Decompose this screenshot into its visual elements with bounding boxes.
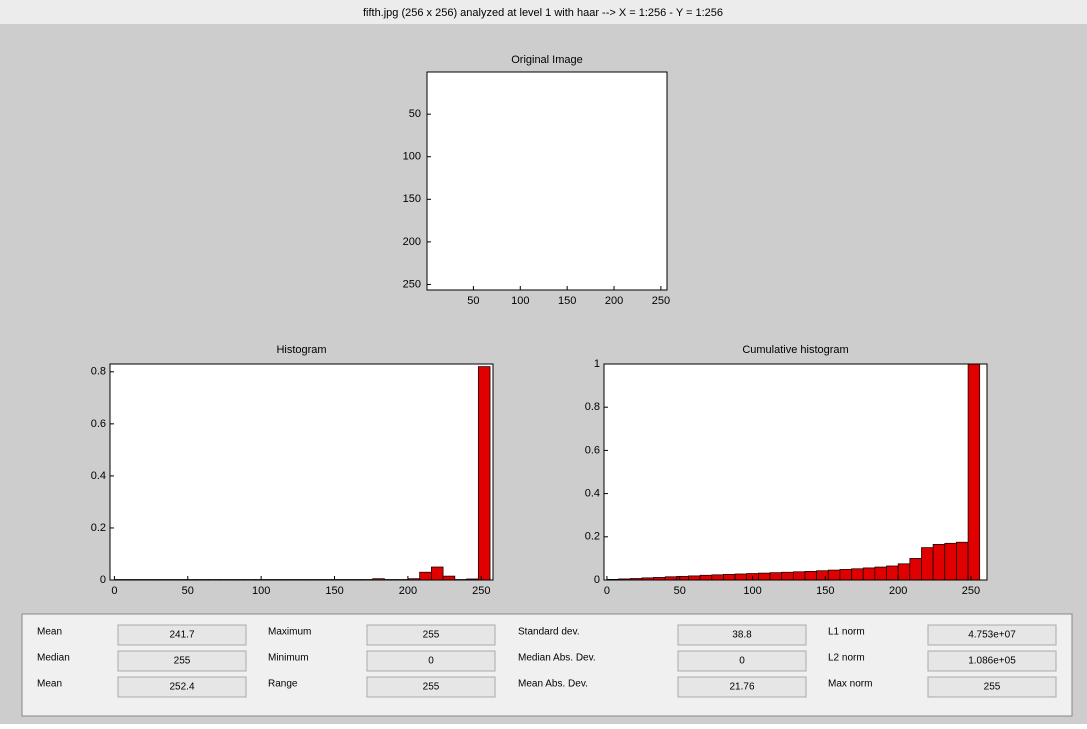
x-tick-label: 50 — [467, 295, 479, 307]
window-title: fifth.jpg (256 x 256) analyzed at level … — [363, 7, 723, 19]
x-tick-label: 100 — [252, 585, 270, 597]
bar — [431, 567, 443, 580]
y-tick-label: 0.8 — [585, 401, 600, 413]
stat-label: Mean — [37, 679, 62, 690]
x-tick-label: 100 — [511, 295, 529, 307]
bar — [420, 572, 432, 580]
y-tick-label: 0.8 — [91, 366, 106, 378]
stat-label: Standard dev. — [518, 627, 580, 638]
x-tick-label: 150 — [558, 295, 576, 307]
bar — [723, 574, 735, 580]
y-tick-label: 150 — [403, 193, 421, 205]
y-tick-label: 0.4 — [585, 488, 600, 500]
y-tick-label: 0 — [100, 574, 106, 586]
y-tick-label: 200 — [403, 236, 421, 248]
stat-value: 38.8 — [732, 630, 752, 641]
x-tick-label: 0 — [604, 585, 610, 597]
bar — [758, 573, 770, 580]
bar — [443, 576, 455, 580]
stat-value: 255 — [423, 682, 440, 693]
x-tick-label: 200 — [889, 585, 907, 597]
x-tick-label: 250 — [472, 585, 490, 597]
image-title: Original Image — [511, 54, 583, 66]
x-tick-label: 50 — [182, 585, 194, 597]
chart-title: Histogram — [276, 344, 326, 356]
stat-label: Mean — [37, 627, 62, 638]
x-tick-label: 200 — [605, 295, 623, 307]
stat-value: 0 — [428, 656, 434, 667]
y-tick-label: 1 — [594, 358, 600, 370]
stat-label: Median Abs. Dev. — [518, 653, 596, 664]
x-tick-label: 100 — [743, 585, 761, 597]
stat-label: Maximum — [268, 627, 311, 638]
bar — [688, 576, 700, 580]
stat-label: L1 norm — [828, 627, 865, 638]
bar — [945, 543, 957, 580]
stat-value: 255 — [174, 656, 191, 667]
bar — [887, 566, 899, 580]
y-tick-label: 0.2 — [585, 531, 600, 543]
bar — [840, 569, 852, 580]
stat-value: 255 — [984, 682, 1001, 693]
chart-title: Cumulative histogram — [742, 344, 848, 356]
x-tick-label: 50 — [674, 585, 686, 597]
bar — [782, 572, 794, 580]
x-tick-label: 250 — [652, 295, 670, 307]
stat-value: 255 — [423, 630, 440, 641]
y-tick-label: 100 — [403, 151, 421, 163]
bar — [805, 571, 817, 580]
bar — [863, 568, 875, 580]
bar — [968, 364, 980, 580]
bar — [875, 567, 887, 580]
x-tick-label: 0 — [111, 585, 117, 597]
stat-label: Max norm — [828, 679, 872, 690]
x-tick-label: 150 — [816, 585, 834, 597]
y-tick-label: 0.4 — [91, 470, 106, 482]
stat-value: 1.086e+05 — [968, 656, 1016, 667]
stat-value: 241.7 — [169, 630, 194, 641]
bar — [910, 558, 922, 580]
stat-label: Mean Abs. Dev. — [518, 679, 588, 690]
bar — [921, 548, 933, 580]
bar — [770, 573, 782, 580]
stat-label: Median — [37, 653, 70, 664]
y-tick-label: 0.6 — [585, 444, 600, 456]
stat-value: 21.76 — [729, 682, 754, 693]
y-tick-label: 0 — [594, 574, 600, 586]
bar — [956, 542, 968, 580]
bar — [828, 570, 840, 580]
bar — [933, 544, 945, 580]
x-tick-label: 200 — [399, 585, 417, 597]
stat-value: 0 — [739, 656, 745, 667]
y-tick-label: 50 — [409, 108, 421, 120]
window: fifth.jpg (256 x 256) analyzed at level … — [0, 0, 1087, 724]
x-tick-label: 150 — [325, 585, 343, 597]
bar — [677, 576, 689, 580]
image-axes — [427, 72, 667, 290]
bar — [712, 575, 724, 580]
x-tick-label: 250 — [962, 585, 980, 597]
bar — [793, 572, 805, 580]
y-tick-label: 0.6 — [91, 418, 106, 430]
bar — [817, 571, 829, 580]
bar — [478, 367, 490, 580]
plot-area — [110, 364, 493, 580]
bar — [700, 575, 712, 580]
bar — [735, 574, 747, 580]
stat-label: L2 norm — [828, 653, 865, 664]
stat-label: Minimum — [268, 653, 309, 664]
y-tick-label: 0.2 — [91, 522, 106, 534]
stat-value: 4.753e+07 — [968, 630, 1016, 641]
bar — [852, 569, 864, 580]
stat-value: 252.4 — [169, 682, 194, 693]
bar — [898, 564, 910, 580]
y-tick-label: 250 — [403, 278, 421, 290]
stat-label: Range — [268, 679, 298, 690]
